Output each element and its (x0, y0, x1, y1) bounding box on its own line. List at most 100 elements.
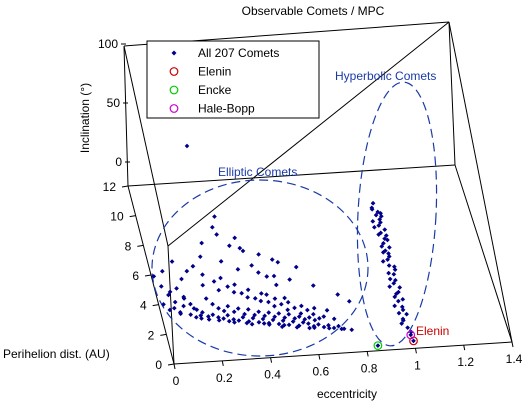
comet-point (405, 325, 411, 331)
comet-point (370, 218, 376, 224)
legend-marker (169, 104, 179, 113)
comet-point (232, 235, 238, 241)
comet-point (264, 274, 270, 279)
comet-point (373, 212, 379, 218)
elenin-annotation: Elenin (416, 324, 449, 338)
comet-point (249, 321, 255, 327)
comet-point (231, 289, 237, 295)
legend-marker (169, 85, 179, 95)
comet-point (266, 322, 272, 328)
y-tick-mark (152, 304, 159, 307)
y-tick-label: 8 (125, 239, 132, 253)
comet-point (392, 303, 398, 309)
comet-point (382, 227, 388, 233)
comet-point (174, 285, 180, 291)
box-edge (448, 21, 456, 166)
comet-point (231, 319, 237, 325)
z-tick-label: 100 (98, 37, 118, 51)
comet-point (210, 301, 216, 307)
comet-point (158, 283, 164, 289)
comet-point (172, 299, 178, 305)
comet-point (331, 316, 337, 322)
comet-point (252, 295, 258, 301)
comet-point (245, 287, 251, 293)
comet-point (272, 314, 278, 320)
comet-point (270, 317, 276, 323)
comet-point (286, 311, 292, 317)
comet-point (181, 303, 187, 309)
elliptic-region-ellipse (151, 179, 369, 357)
legend-label: Encke (198, 83, 232, 97)
x-axis-label: eccentricity (317, 387, 377, 401)
comet-point (310, 311, 316, 317)
comet-point (256, 251, 262, 257)
hyperbolic-comets-label: Hyperbolic Comets (335, 69, 436, 83)
comet-point (271, 273, 277, 279)
comet-point (216, 317, 222, 323)
x-tick-label: 1.2 (457, 355, 474, 369)
comet-point (300, 319, 306, 325)
x-tick-mark (270, 357, 273, 363)
x-tick-label: 0 (173, 374, 180, 388)
comet-point (245, 306, 251, 312)
comet-point (324, 307, 330, 313)
box-edge (454, 164, 513, 343)
comet-point (210, 312, 216, 318)
comet-point (231, 309, 237, 315)
comet-point (232, 282, 237, 288)
comet-point (199, 309, 205, 315)
highlighted-comets (373, 330, 418, 350)
box-edge (167, 245, 175, 365)
x-tick-mark (414, 348, 417, 354)
box-edge (123, 45, 129, 187)
comet-point (393, 291, 399, 297)
comet-point (375, 209, 381, 215)
chart-title: Observable Comets / MPC (242, 4, 385, 18)
legend-marker (169, 67, 179, 76)
comet-point (294, 324, 300, 330)
box-edge (127, 164, 456, 187)
comet-point (296, 314, 302, 320)
y-tick-mark (144, 274, 152, 277)
comet-point (382, 248, 388, 254)
comet-point (190, 263, 196, 269)
elliptic-comets-label: Elliptic Comets (218, 165, 297, 179)
comet-point (316, 315, 322, 321)
comet-point (206, 317, 212, 322)
legend-items: All 207 Comets Elenin Encke Hale-Bopp (169, 46, 279, 116)
comet-point (240, 248, 246, 254)
comet-point (273, 282, 279, 288)
y-tick-label: 4 (140, 299, 147, 313)
comet-point (287, 277, 293, 283)
x-tick-mark (366, 351, 369, 357)
legend: All 207 Comets Elenin Encke Hale-Bopp (146, 40, 320, 119)
x-tick-label: 0.2 (216, 371, 233, 385)
y-axis-ticks: 0 2 4 6 8 10 12 (103, 180, 175, 372)
comet-point (391, 280, 397, 286)
comet-point (392, 294, 398, 300)
y-tick-mark (129, 215, 136, 218)
comet-point (302, 316, 308, 322)
box-edge (448, 21, 513, 343)
y-tick-label: 2 (148, 328, 155, 342)
y-tick-mark (137, 244, 144, 247)
comet-point (305, 321, 311, 327)
x-tick-mark (221, 360, 224, 366)
comet-point (262, 313, 268, 319)
box-edge (123, 45, 169, 247)
comet-point (193, 314, 199, 320)
comet-point (321, 324, 327, 330)
comet-point (161, 301, 166, 307)
z-axis-ticks: 0 50 100 (98, 37, 130, 169)
comet-point (349, 327, 355, 333)
comet-point (269, 257, 275, 263)
comet-point (397, 285, 403, 290)
comet-points (151, 144, 414, 335)
comet-point (312, 317, 318, 323)
comet-point (310, 283, 316, 289)
comet-point (151, 273, 157, 279)
comet-point (221, 316, 227, 321)
comet-point (315, 321, 321, 327)
comet-point (266, 299, 271, 305)
x-tick-mark (318, 354, 321, 360)
